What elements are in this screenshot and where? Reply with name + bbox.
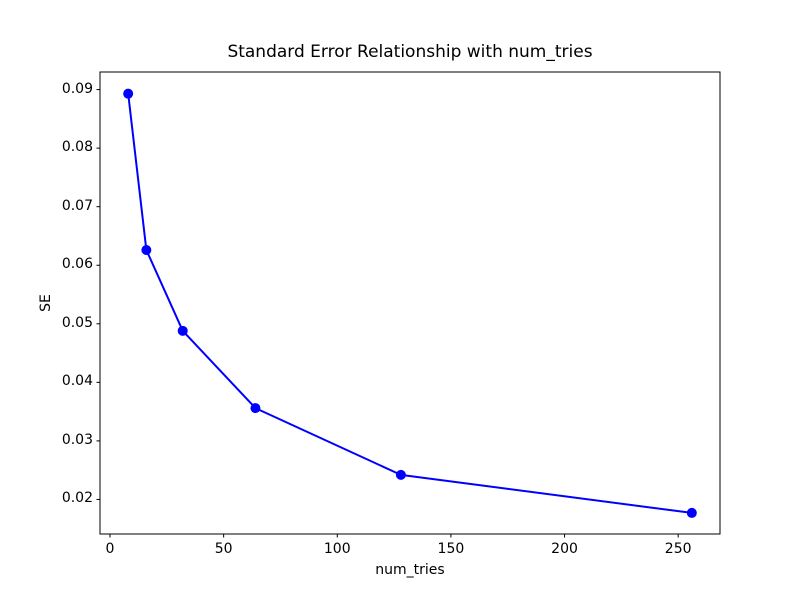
data-point	[686, 507, 697, 518]
x-tick-label: 250	[664, 541, 692, 557]
x-axis-label: num_tries	[375, 562, 445, 578]
se-line	[127, 92, 693, 514]
y-tick-label: 0.06	[61, 256, 93, 273]
y-tick-label: 0.02	[61, 490, 93, 507]
data-point	[177, 325, 188, 336]
x-tick-label: 100	[323, 541, 351, 557]
data-point	[141, 245, 152, 256]
y-tick-label: 0.09	[61, 80, 93, 97]
data-point	[395, 469, 406, 480]
y-tick-label: 0.05	[61, 314, 93, 331]
axes-frame	[99, 71, 721, 535]
y-tick-label: 0.03	[61, 431, 93, 448]
chart-title: Standard Error Relationship with num_tri…	[227, 42, 593, 62]
data-point	[123, 88, 134, 99]
data-point	[250, 403, 261, 414]
y-tick-label: 0.07	[61, 197, 93, 214]
x-tick-label: 150	[437, 541, 465, 557]
y-tick-label: 0.08	[61, 139, 93, 156]
x-tick-label: 50	[214, 541, 233, 557]
y-tick-label: 0.04	[61, 373, 93, 390]
x-tick-label: 0	[105, 541, 115, 557]
x-tick-label: 200	[551, 541, 578, 557]
